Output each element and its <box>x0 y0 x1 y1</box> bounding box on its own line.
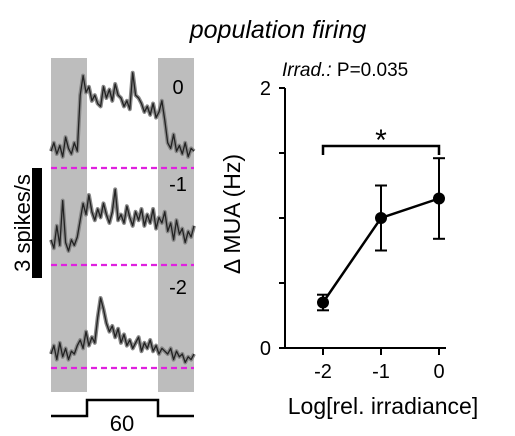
scale-bar <box>32 168 42 278</box>
x-tick-label: -1 <box>372 361 390 383</box>
annotation-text: P=0.035 <box>332 60 409 81</box>
x-tick-label: 0 <box>433 361 444 383</box>
y-tick-label: 2 <box>260 78 271 100</box>
trace-level-label: -1 <box>169 174 187 196</box>
data-point <box>433 192 445 205</box>
stimulus-label: 60 <box>110 411 134 436</box>
significance-bracket <box>321 144 441 155</box>
trace-line <box>50 188 195 252</box>
axis-ticks: 0 2 -2 -1 0 <box>260 78 445 383</box>
trace-level-label: 0 <box>172 77 183 99</box>
trace-level-label: -2 <box>169 277 187 299</box>
y-axis-label: Δ MUA (Hz) <box>219 154 245 274</box>
trace-line <box>50 72 195 158</box>
annotation-prefix: Irrad.: <box>282 60 332 81</box>
stimulus-trace <box>51 398 194 418</box>
y-tick-label: 0 <box>260 338 271 360</box>
x-tick-label: -2 <box>314 361 332 383</box>
x-axis-label: Log[rel. irradiance] <box>288 393 479 419</box>
dose-response-series <box>317 157 445 312</box>
p-value-annotation: Irrad.: P=0.035 <box>282 60 408 81</box>
trace-line <box>50 297 195 364</box>
data-point <box>317 296 329 309</box>
significance-star: * <box>375 124 387 157</box>
figure-title: population firing <box>189 16 367 44</box>
dose-response-axes <box>284 88 446 349</box>
psth-traces: 0 -1 -2 <box>49 70 196 370</box>
data-point <box>375 212 387 224</box>
bracket-line <box>321 144 441 155</box>
scale-bar-label: 3 spikes/s <box>10 174 35 272</box>
